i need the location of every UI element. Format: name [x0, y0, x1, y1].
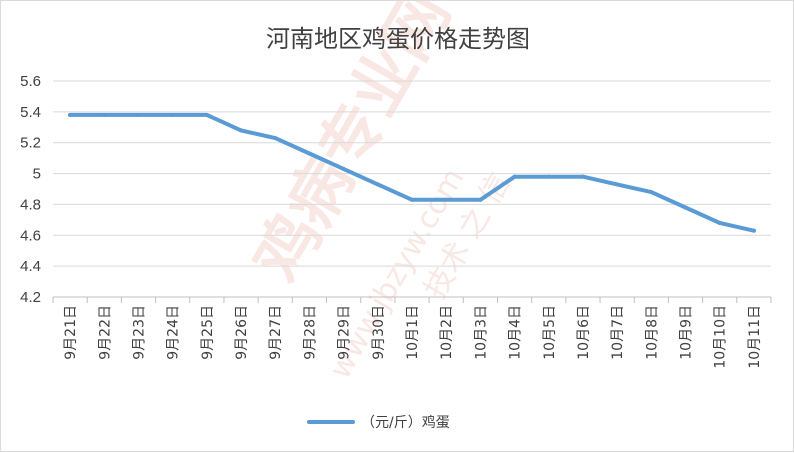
data-point — [478, 197, 483, 202]
data-point — [546, 174, 551, 179]
x-tick-label: 10月11日 — [747, 305, 763, 369]
data-point — [68, 112, 73, 117]
x-tick-label: 9月26日 — [234, 305, 250, 360]
y-tick-label: 5.6 — [20, 73, 41, 90]
chart-title: 河南地区鸡蛋价格走势图 — [266, 25, 530, 53]
x-tick-label: 10月6日 — [576, 305, 592, 360]
data-point — [375, 182, 380, 187]
legend: （元/斤）鸡蛋 — [307, 414, 450, 431]
data-point — [136, 112, 141, 117]
x-tick-label: 9月21日 — [63, 305, 79, 360]
x-tick-label: 10月10日 — [713, 305, 729, 369]
x-tick-label: 10月1日 — [405, 305, 421, 360]
x-tick-label: 10月4日 — [508, 305, 524, 360]
data-point — [444, 197, 449, 202]
y-tick-label: 5.2 — [20, 135, 41, 152]
x-tick-label: 9月30日 — [371, 305, 387, 360]
x-tick-label: 10月8日 — [644, 305, 660, 360]
data-point — [683, 205, 688, 210]
data-point — [170, 112, 175, 117]
data-point — [751, 228, 756, 233]
x-tick-label: 10月5日 — [542, 305, 558, 360]
x-tick-label: 10月7日 — [610, 305, 626, 360]
x-tick-label: 9月25日 — [200, 305, 216, 360]
x-tick-label: 10月9日 — [679, 305, 695, 360]
data-point — [239, 128, 244, 133]
x-tick-label: 9月29日 — [337, 305, 353, 360]
data-point — [307, 151, 312, 156]
y-tick-label: 5 — [33, 166, 41, 183]
series-layer — [68, 112, 756, 233]
data-point — [102, 112, 107, 117]
x-tick-label: 10月2日 — [439, 305, 455, 360]
x-tick-label: 9月22日 — [97, 305, 113, 360]
y-tick-label: 5.4 — [20, 104, 41, 121]
x-tick-label: 9月27日 — [268, 305, 284, 360]
data-point — [615, 182, 620, 187]
legend-label: （元/斤）鸡蛋 — [361, 414, 450, 431]
y-axis: 5.6 5.4 5.2 5 4.8 4.6 4.4 4.2 — [20, 73, 41, 306]
x-tick-label: 9月28日 — [302, 305, 318, 360]
data-point — [410, 197, 414, 202]
y-tick-label: 4.2 — [20, 289, 41, 306]
data-point — [717, 220, 722, 225]
data-point — [512, 174, 517, 179]
y-tick-label: 4.8 — [20, 196, 41, 213]
x-axis: 9月21日 9月22日 9月23日 9月24日 9月25日 9月26日 9月27日 9月28日… — [52, 296, 772, 369]
x-tick-label: 10月3日 — [473, 305, 489, 360]
y-tick-label: 4.4 — [20, 258, 41, 275]
data-point — [273, 136, 278, 141]
x-tick-label: 9月24日 — [166, 305, 182, 360]
y-tick-label: 4.6 — [20, 227, 41, 244]
data-point — [204, 112, 209, 117]
gridlines — [53, 80, 771, 267]
data-point — [649, 190, 654, 195]
data-point — [580, 174, 585, 179]
x-tick-label: 9月23日 — [131, 305, 147, 360]
data-point — [341, 166, 346, 171]
